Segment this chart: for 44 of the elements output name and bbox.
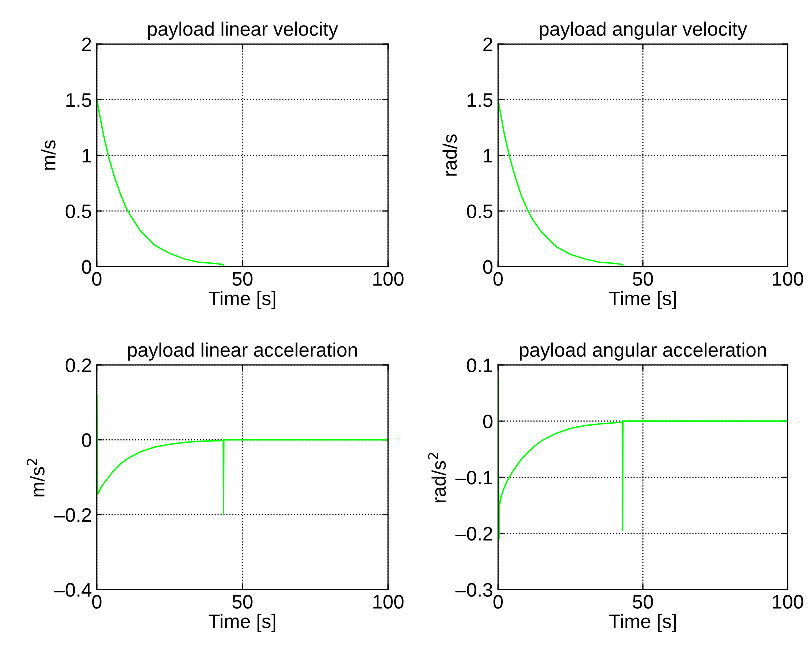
chart-title: payload angular acceleration [520, 342, 766, 361]
y-tick-label: –0.2 [54, 508, 92, 522]
y-axis-title: m/s$^{2}$ [27, 459, 45, 497]
x-tick-label: 50 [633, 272, 654, 286]
x-tick-label: 50 [232, 595, 253, 609]
y-tick-label: 0.5 [467, 204, 493, 218]
y-tick-label: –0.1 [456, 470, 493, 485]
x-tick-label: 100 [374, 272, 404, 286]
x-tick-label: 50 [633, 595, 654, 609]
chart-title: payload linear acceleration [128, 342, 358, 361]
x-tick-label: 0 [494, 595, 503, 609]
y-tick-label: 0.2 [66, 358, 92, 372]
x-axis-title: Time [s] [609, 614, 676, 632]
y-tick-label: 0.5 [66, 204, 92, 218]
y-tick-label: 0 [483, 414, 493, 429]
chart-title: payload linear velocity [148, 22, 338, 40]
y-tick-label: 0 [483, 260, 493, 274]
x-axis-title: Time [s] [208, 614, 276, 632]
y-tick-label: 0.1 [467, 358, 493, 372]
x-tick-label: 50 [232, 272, 253, 286]
y-tick-label: 1.5 [66, 94, 92, 108]
y-axis-title: rad/s [442, 134, 458, 176]
x-axis-title: Time [s] [208, 291, 276, 310]
x-axis-title: Time [s] [609, 291, 676, 310]
x-tick-label: 100 [374, 595, 404, 609]
x-tick-label: 0 [92, 595, 102, 609]
y-tick-label: 1 [484, 149, 493, 163]
y-tick-label: 1.5 [468, 94, 493, 108]
x-tick-label: 0 [92, 272, 102, 286]
chart-title: payload angular velocity [540, 22, 748, 40]
x-tick-label: 100 [773, 272, 804, 286]
x-tick-label: 0 [494, 272, 503, 286]
y-tick-label: 0 [82, 260, 92, 274]
y-tick-label: 1 [82, 149, 92, 163]
y-tick-label: –0.3 [456, 583, 493, 598]
line-series [97, 394, 388, 516]
y-tick-label: –0.2 [456, 527, 493, 541]
y-tick-label: –0.4 [54, 583, 92, 598]
y-axis-title: m/s [42, 140, 56, 170]
y-tick-label: 0 [82, 434, 92, 448]
y-tick-label: 2 [82, 38, 92, 52]
x-tick-label: 100 [773, 595, 804, 609]
y-axis-title: rad/s$^{2}$ [428, 453, 446, 503]
y-tick-label: 2 [484, 38, 493, 52]
